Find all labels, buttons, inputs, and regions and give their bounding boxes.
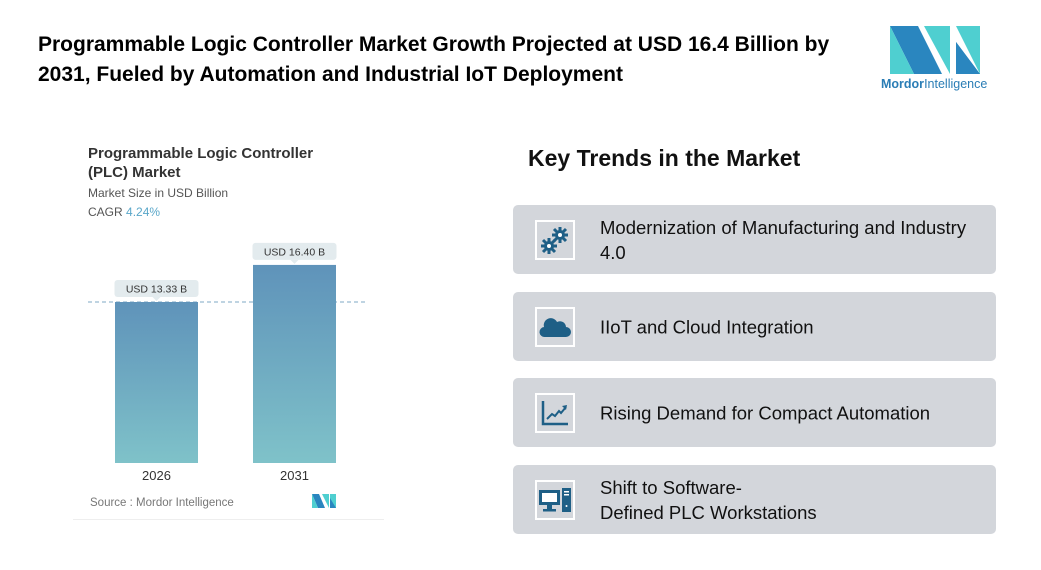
trend-card-iiot-cloud: IIoT and Cloud Integration	[513, 292, 996, 361]
x-tick-label: 2031	[280, 468, 309, 483]
data-label-bg	[114, 280, 199, 297]
trend-card-compact-automation: Rising Demand for Compact Automation	[513, 378, 996, 447]
x-tick-label: 2026	[142, 468, 171, 483]
page-title: Programmable Logic Controller Market Gro…	[38, 33, 830, 86]
key-trends-heading: Key Trends in the Market	[528, 145, 801, 171]
trend-label: Shift to Software- Defined PLC Workstati…	[600, 476, 817, 523]
data-label-pointer	[152, 297, 161, 301]
logo-text-light: Intelligence	[924, 77, 988, 91]
data-label-bg	[252, 242, 337, 260]
line-chart-icon	[535, 392, 575, 433]
trend-label: Modernization of Manufacturing and Indus…	[600, 216, 967, 263]
chart-source: Source : Mordor Intelligence	[90, 497, 234, 509]
chart-subtitle: Market Size in USD Billion	[88, 186, 229, 200]
logo-text-bold: Mordor	[881, 77, 925, 91]
cloud-icon	[535, 306, 575, 347]
bar-2026	[115, 302, 198, 463]
trend-label: Rising Demand for Compact Automation	[600, 402, 931, 423]
data-label: USD 16.40 B	[264, 246, 325, 258]
data-label-pointer	[290, 259, 299, 264]
mordor-small-logo-icon	[312, 494, 336, 508]
cagr: CAGR 4.24%	[88, 205, 160, 219]
cagr-value: 4.24%	[126, 205, 161, 219]
bar-chart: USD 13.33 B 2026 USD 16.40 B 2031	[88, 242, 368, 483]
trend-card-modernization: Modernization of Manufacturing and Indus…	[513, 205, 996, 274]
desktop-computer-icon	[535, 479, 575, 520]
trend-label: IIoT and Cloud Integration	[600, 316, 814, 337]
bar-2031	[253, 264, 336, 463]
data-label: USD 13.33 B	[126, 284, 187, 296]
gears-icon	[535, 219, 575, 260]
trend-card-software-defined-plc: Shift to Software- Defined PLC Workstati…	[513, 465, 996, 534]
chart-title: Programmable Logic Controller (PLC) Mark…	[88, 145, 314, 181]
cagr-label: CAGR	[88, 205, 123, 219]
logo-text: MordorIntelligence	[881, 77, 987, 91]
mordor-logo-icon	[890, 26, 980, 74]
